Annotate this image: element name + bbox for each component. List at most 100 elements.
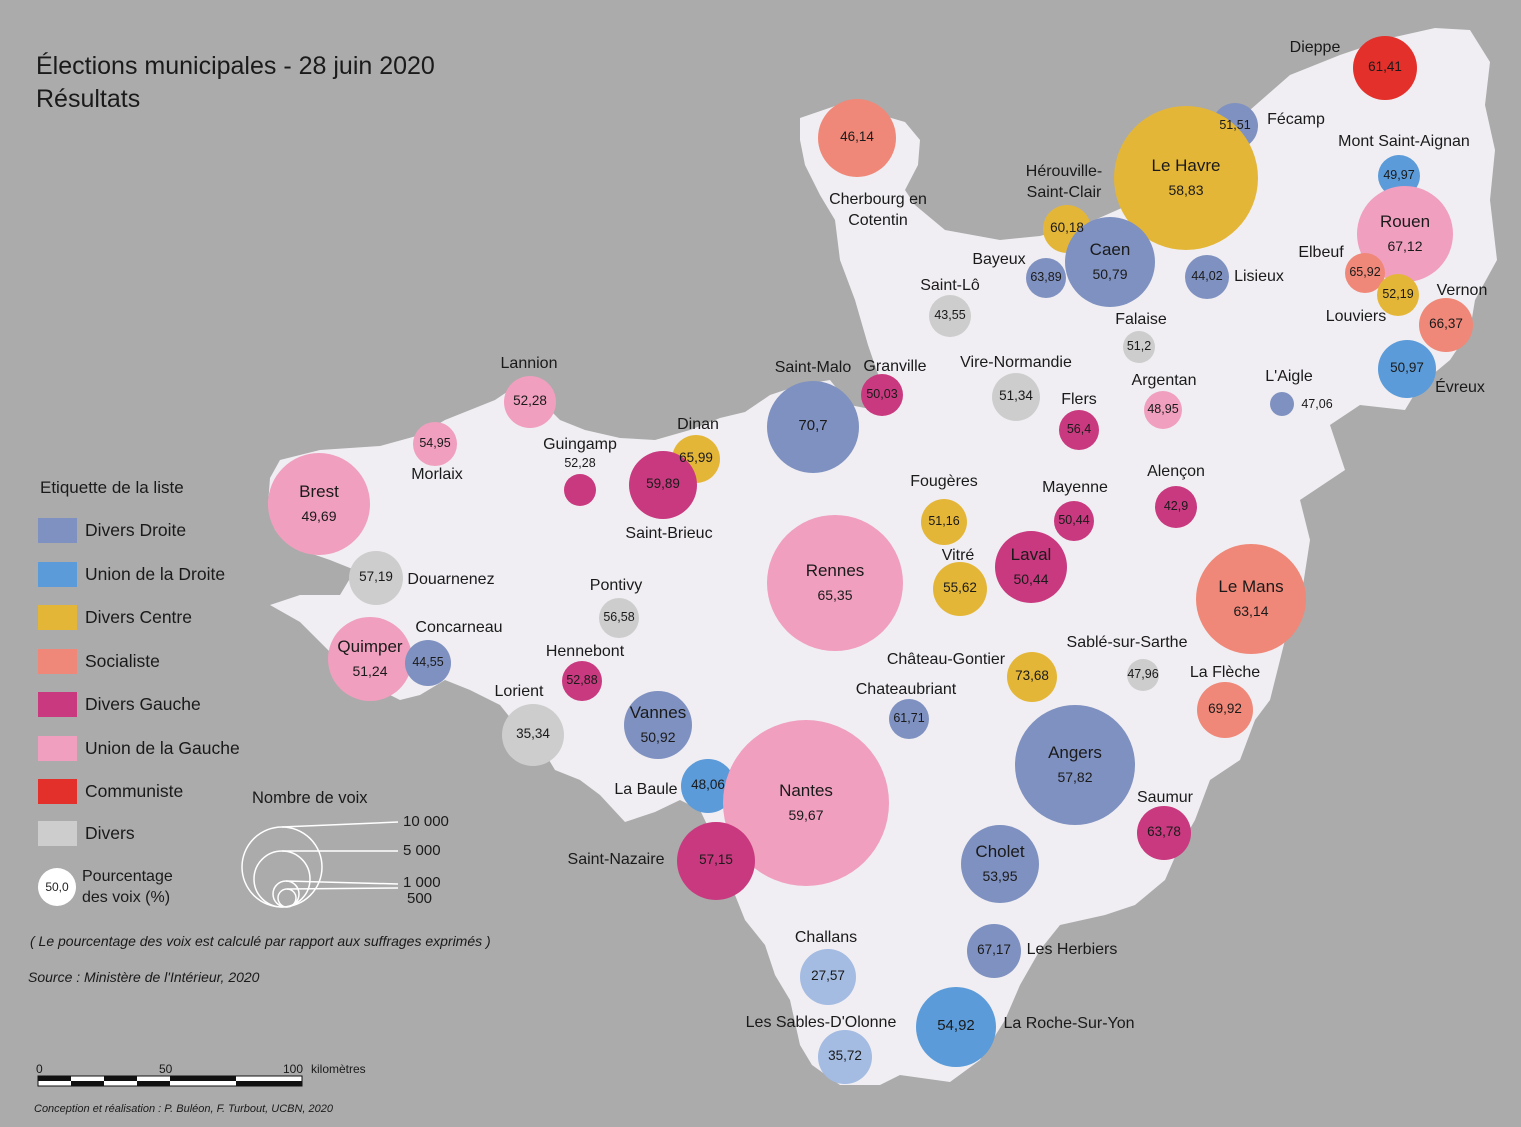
city-value-chateaubriant: 61,71 xyxy=(893,710,925,725)
map-title-line2: Résultats xyxy=(36,85,141,113)
city-circle-laval xyxy=(995,531,1067,603)
city-name-mont-saint-aignan: Mont Saint-Aignan xyxy=(1338,133,1470,150)
city-name-laval: Laval xyxy=(1010,545,1052,564)
city-circle-rouen xyxy=(1357,186,1453,282)
legend-swatch xyxy=(38,779,77,804)
pct-label-line2: des voix (%) xyxy=(82,889,171,906)
size-legend-heading: Nombre de voix xyxy=(252,789,368,807)
pct-example-label: Pourcentage des voix (%) xyxy=(82,866,173,908)
scale-tick-50: 50 xyxy=(159,1062,173,1076)
city-value-f-camp: 51,51 xyxy=(1219,117,1251,132)
city-value-saint-malo: 70,7 xyxy=(798,417,828,435)
city-value-cholet: 53,95 xyxy=(982,868,1018,884)
city-circle-nantes xyxy=(723,720,889,886)
city-circle-alen-on xyxy=(1155,486,1197,528)
city-name-mayenne: Mayenne xyxy=(1042,479,1108,496)
city-value-lannion: 52,28 xyxy=(513,393,547,409)
legend-swatch xyxy=(38,692,77,717)
city-circle-elbeuf xyxy=(1345,253,1385,293)
city-name-louviers: Louviers xyxy=(1325,308,1387,325)
city-circle-lorient xyxy=(502,704,564,766)
city-circle-douarnenez xyxy=(349,551,403,605)
city-circle-sabl-sur-sarthe xyxy=(1127,659,1159,691)
city-value-saint-l-: 43,55 xyxy=(934,307,966,322)
city-value-angers: 57,82 xyxy=(1057,769,1093,785)
scale-seg-3 xyxy=(104,1076,137,1081)
size-value-500: 500 xyxy=(407,890,433,907)
city-name-brest: Brest xyxy=(299,482,339,501)
city-circle-flers xyxy=(1059,410,1099,450)
city-circle-foug-res xyxy=(921,499,967,545)
size-leader-1000 xyxy=(285,880,399,885)
city-name-concarneau: Concarneau xyxy=(415,619,503,636)
city-name-la-baule: La Baule xyxy=(614,781,678,798)
city-name-cherbourg-en-cotentin: Cherbourg en Cotentin xyxy=(829,191,927,229)
city-name-challans: Challans xyxy=(794,929,858,946)
map-title-line1: Élections municipales - 28 juin 2020 xyxy=(36,52,435,80)
legend-label: Socialiste xyxy=(85,651,160,671)
city-value-vernon: 66,37 xyxy=(1429,316,1463,332)
source-text: Source : Ministère de l'Intérieur, 2020 xyxy=(28,969,260,985)
city-name-flers: Flers xyxy=(1061,391,1097,408)
city-circle-la-roche-sur-yon xyxy=(916,987,996,1067)
legend-swatch xyxy=(38,649,77,674)
city-circle-saint-nazaire xyxy=(677,822,755,900)
city-value-challans: 27,57 xyxy=(811,968,845,984)
city-name-saint-malo: Saint-Malo xyxy=(774,359,852,376)
city-value-lisieux: 44,02 xyxy=(1191,268,1223,283)
city-name-lannion: Lannion xyxy=(500,355,558,372)
city-value-pontivy: 56,58 xyxy=(603,609,635,624)
city-name-vire-normandie: Vire-Normandie xyxy=(960,354,1072,371)
scale-seg-2 xyxy=(71,1081,104,1086)
city-name--vreux: Évreux xyxy=(1435,379,1485,396)
city-name-les-herbiers: Les Herbiers xyxy=(1026,941,1118,958)
city-name-dinan: Dinan xyxy=(677,416,719,433)
city-value-lorient: 35,34 xyxy=(516,726,550,742)
city-value-la-baule: 48,06 xyxy=(691,777,725,793)
city-name-lorient: Lorient xyxy=(494,683,544,700)
city-value-mayenne: 50,44 xyxy=(1058,512,1090,527)
city-value-ch-teau-gontier: 73,68 xyxy=(1015,668,1049,684)
city-circle-l-aigle xyxy=(1270,392,1294,416)
city-name-l-aigle: L'Aigle xyxy=(1265,368,1313,385)
city-value-saint-nazaire: 57,15 xyxy=(699,852,733,868)
city-name-douarnenez: Douarnenez xyxy=(407,571,495,588)
city-name-vernon: Vernon xyxy=(1436,282,1488,299)
city-circle-saint-brieuc xyxy=(629,451,697,519)
city-circle-la-fl-che xyxy=(1197,682,1253,738)
city-value-laval: 50,44 xyxy=(1013,571,1049,587)
city-circle-challans xyxy=(800,949,856,1005)
city-value-sabl-sur-sarthe: 47,96 xyxy=(1127,666,1159,681)
city-circle-les-herbiers xyxy=(967,924,1021,978)
credits-text: Conception et réalisation : P. Buléon, F… xyxy=(34,1103,334,1115)
city-circle-argentan xyxy=(1144,391,1182,429)
city-value-alen-on: 42,9 xyxy=(1163,498,1189,513)
legend-swatch xyxy=(38,736,77,761)
city-value-saumur: 63,78 xyxy=(1147,824,1181,840)
city-circle-angers xyxy=(1015,705,1135,825)
size-leader-500 xyxy=(286,887,399,890)
legend-label: Divers xyxy=(85,823,135,843)
city-value-douarnenez: 57,19 xyxy=(359,569,393,585)
legend-label: Union de la Gauche xyxy=(85,738,240,758)
city-circle-la-baule xyxy=(681,759,735,813)
city-circle-le-mans xyxy=(1196,544,1306,654)
city-circle-quimper xyxy=(328,617,412,701)
city-value--vreux: 50,97 xyxy=(1390,360,1424,376)
legend-heading: Etiquette de la liste xyxy=(40,478,184,497)
city-value-caen: 50,79 xyxy=(1092,266,1128,282)
city-value-rouen: 67,12 xyxy=(1387,238,1423,254)
city-name-le-mans: Le Mans xyxy=(1218,577,1284,596)
city-value-rennes: 65,35 xyxy=(817,587,853,603)
city-name-chateaubriant: Chateaubriant xyxy=(855,681,957,698)
city-name-saint-l-: Saint-Lô xyxy=(920,277,980,294)
city-value-foug-res: 51,16 xyxy=(928,513,960,528)
city-circle-ch-teau-gontier xyxy=(1007,652,1057,702)
city-circle-falaise xyxy=(1123,331,1155,363)
city-value-argentan: 48,95 xyxy=(1147,401,1179,416)
city-circle-caen xyxy=(1065,217,1155,307)
city-circle-vernon xyxy=(1419,298,1473,352)
city-name-rouen: Rouen xyxy=(1379,212,1431,231)
